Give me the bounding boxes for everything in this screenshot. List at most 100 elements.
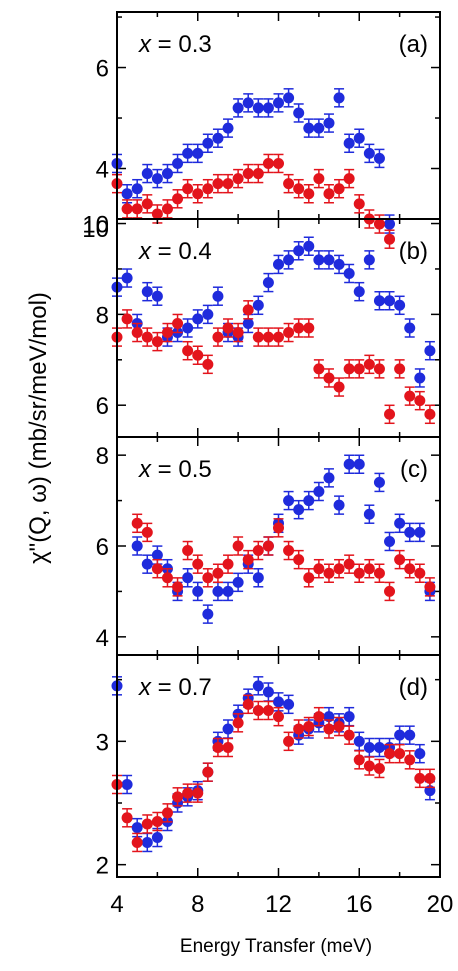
data-point [283,92,295,104]
data-point [283,545,295,557]
data-point [353,132,365,144]
data-point [424,408,436,420]
data-point [182,545,194,557]
data-point [202,608,214,620]
data-point [343,137,355,149]
data-point [373,762,385,774]
data-point [414,395,426,407]
series-red [131,513,436,602]
data-point [252,572,264,584]
series-red [111,153,396,249]
data-point [252,299,264,311]
data-point [303,188,315,200]
data-point [273,696,284,708]
data-point [353,363,365,375]
data-point [172,317,184,329]
data-point [384,408,396,420]
data-point [232,327,244,339]
data-point [232,540,244,552]
panel-a: 4 6 x = 0.3 (a) [96,11,441,249]
series-blue [111,88,396,234]
data-point [303,572,315,584]
data-point [151,563,163,575]
data-point [384,748,396,760]
data-point [151,549,163,561]
data-point [343,363,355,375]
data-point [343,173,355,185]
data-point [121,188,133,200]
data-point [424,581,436,593]
data-point [414,567,426,579]
data-point [353,735,365,747]
data-point [161,168,173,180]
data-point [313,122,325,134]
data-point [373,476,385,488]
panel-annotation: x = 0.3 [138,31,212,58]
data-point [161,807,173,819]
x-tick-label: 8 [191,891,204,918]
panel-annotation: x = 0.4 [138,238,212,265]
data-point [384,218,396,230]
data-point [343,458,355,470]
data-point [131,517,143,529]
data-point [242,317,254,329]
y-tick-label: 8 [96,443,109,470]
data-point [202,183,214,195]
data-point [323,188,335,200]
data-point [202,308,214,320]
data-point [303,495,315,507]
data-point [343,711,355,723]
data-point [363,760,375,772]
data-point [242,304,254,316]
data-point [414,372,426,384]
data-point [323,567,335,579]
panel-c: 4 6 8 x = 0.5 (c) [96,436,441,656]
data-point [384,535,396,547]
data-point [212,132,224,144]
data-point [283,495,295,507]
data-point [202,358,214,370]
data-point [343,729,355,741]
data-point [222,558,234,570]
data-point [131,836,143,848]
data-point [141,818,153,830]
panel-label: (d) [399,674,428,701]
data-point [313,173,325,185]
data-point [353,754,365,766]
data-point [353,286,365,298]
data-point [131,822,143,834]
data-point [252,705,264,716]
data-point [424,772,436,784]
data-point [293,183,305,195]
data-point [172,581,184,593]
data-point [293,245,305,257]
data-point [394,748,406,760]
y-tick-label: 6 [96,534,109,561]
data-point [121,779,133,790]
x-tick-label: 20 [427,891,454,918]
data-point [394,299,406,311]
data-point [262,102,274,114]
data-point [333,92,345,104]
data-point [121,313,133,325]
x-axis-label: Energy Transfer (meV) [180,936,372,957]
data-point [212,290,224,302]
data-point [353,567,365,579]
data-point [373,295,385,307]
x-tick-label: 12 [265,891,292,918]
data-point [151,336,163,348]
data-point [313,254,325,266]
data-point [161,203,173,215]
data-point [303,240,315,252]
annotation-variable: x [138,31,152,58]
x-tick-label: 4 [110,891,123,918]
data-point [262,705,274,716]
data-point [151,208,163,220]
data-point [273,258,284,270]
data-point [141,526,153,538]
annotation-variable: x [138,674,152,701]
data-point [242,97,254,109]
data-point [414,772,426,784]
data-point [192,313,204,325]
data-point [384,233,396,245]
